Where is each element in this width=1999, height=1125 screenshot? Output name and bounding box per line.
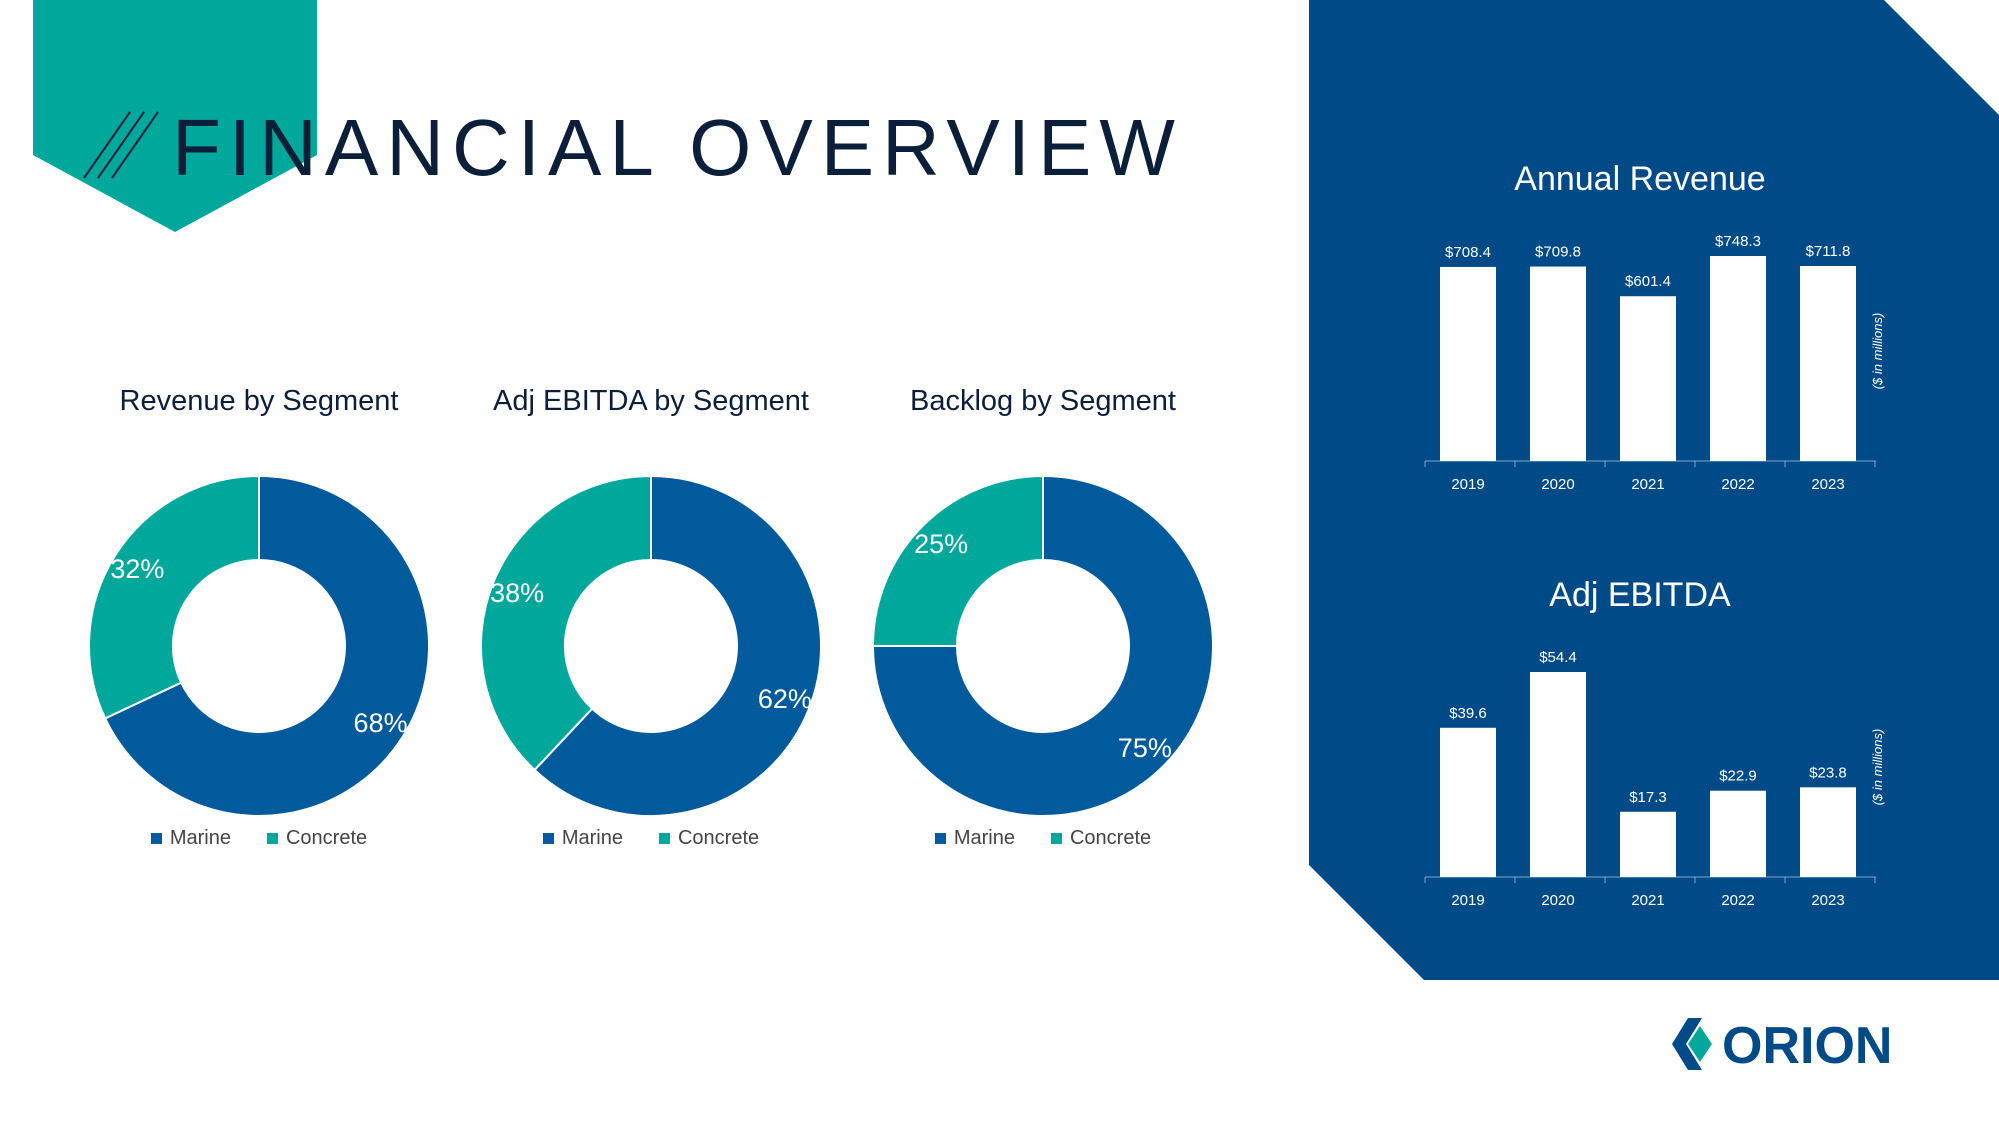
legend-item-marine: Marine [542, 827, 623, 850]
x-tick-label: 2023 [1811, 892, 1844, 909]
legend-swatch-concrete [1050, 833, 1062, 844]
legend-label: Concrete [677, 827, 760, 849]
donut-slice-marine [533, 474, 822, 817]
legend-label: Marine [561, 827, 623, 849]
legend-item-marine: Marine [150, 827, 231, 850]
donut-data-label: 75% [1118, 733, 1172, 763]
bar-2019 [1440, 727, 1496, 877]
donut-card-revenue: Revenue by Segment 68% 32% Marine Concret… [59, 385, 459, 855]
x-tick-label: 2019 [1451, 892, 1484, 909]
bar-2022 [1710, 790, 1766, 877]
legend: Marine Concrete [843, 827, 1243, 850]
bar-chart-annual-revenue: $708.4 2019 $709.8 2020 $601.4 2021 $748.3 2022… [1424, 233, 1885, 493]
legend-label: Marine [169, 827, 231, 849]
bar-2021 [1620, 811, 1676, 877]
bar-chart-title-annual-revenue: Annual Revenue [1514, 160, 1766, 198]
legend-swatch-marine [542, 833, 554, 844]
x-tick-label: 2023 [1811, 476, 1844, 493]
x-tick-label: 2022 [1721, 892, 1754, 909]
donut-chart-backlog: 75% 25% [871, 474, 1214, 817]
legend-swatch-marine [150, 833, 162, 844]
y-axis-label: ($ in millions) [1870, 313, 1885, 390]
bar-data-label: $601.4 [1625, 273, 1671, 290]
legend-label: Concrete [285, 827, 368, 849]
x-tick-label: 2021 [1631, 892, 1664, 909]
donut-data-label: 32% [110, 554, 164, 584]
bar-2019 [1440, 266, 1496, 461]
donut-title: Adj EBITDA by Segment [493, 385, 809, 417]
bar-data-label: $709.8 [1535, 244, 1581, 261]
donut-card-adj-ebitda: Adj EBITDA by Segment 62% 38% Marine Conc… [451, 385, 851, 855]
page-title: FINANCIAL OVERVIEW [172, 103, 1183, 192]
bar-data-label: $708.4 [1445, 244, 1491, 261]
header-banner-shape [33, 0, 317, 232]
legend-item-concrete: Concrete [266, 827, 368, 850]
bar-2022 [1710, 256, 1766, 461]
bar-data-label: $17.3 [1629, 789, 1667, 806]
legend: Marine Concrete [59, 827, 459, 850]
bar-data-label: $748.3 [1715, 233, 1761, 250]
bar-data-label: $39.6 [1449, 705, 1487, 722]
x-tick-label: 2020 [1541, 476, 1574, 493]
bar-2020 [1530, 672, 1586, 877]
donut-slice-concrete [871, 474, 1044, 647]
donut-slice-concrete [480, 474, 652, 772]
bar-2020 [1530, 266, 1586, 461]
legend: Marine Concrete [451, 827, 851, 850]
bar-data-label: $22.9 [1719, 768, 1757, 785]
bar-2021 [1620, 296, 1676, 461]
donut-card-backlog: Backlog by Segment 75% 25% Marine Concret… [843, 385, 1243, 855]
donut-chart-revenue: 68% 32% [88, 474, 430, 817]
legend-item-concrete: Concrete [658, 827, 760, 850]
bar-chart-title-adj-ebitda: Adj EBITDA [1549, 576, 1731, 614]
donut-title: Backlog by Segment [910, 385, 1176, 417]
bar-data-label: $23.8 [1809, 764, 1847, 781]
donut-data-label: 38% [490, 578, 544, 608]
donut-slice-marine [871, 474, 1214, 817]
x-tick-label: 2019 [1451, 476, 1484, 493]
bar-data-label: $711.8 [1806, 243, 1851, 260]
legend-item-concrete: Concrete [1050, 827, 1152, 850]
x-tick-label: 2021 [1631, 476, 1664, 493]
x-tick-label: 2020 [1541, 892, 1574, 909]
legend-label: Marine [953, 827, 1015, 849]
legend-swatch-concrete [658, 833, 670, 844]
y-axis-label: ($ in millions) [1870, 729, 1885, 806]
donut-slice-marine [103, 474, 430, 817]
legend-label: Concrete [1069, 827, 1152, 849]
legend-swatch-concrete [266, 833, 278, 844]
donut-data-label: 25% [914, 529, 968, 559]
logo-wordmark: ORION [1722, 1017, 1892, 1074]
bar-2023 [1800, 787, 1856, 877]
bar-2023 [1800, 265, 1856, 461]
donut-chart-adj-ebitda: 62% 38% [480, 474, 822, 817]
donut-data-label: 68% [354, 708, 408, 738]
donut-title: Revenue by Segment [119, 385, 399, 417]
legend-item-marine: Marine [934, 827, 1015, 850]
legend-swatch-marine [934, 833, 946, 844]
donut-data-label: 62% [758, 684, 812, 714]
bar-data-label: $54.4 [1539, 649, 1577, 666]
bar-chart-adj-ebitda: $39.6 2019 $54.4 2020 $17.3 2021 $22.9 2022 $23.… [1424, 649, 1885, 909]
orion-logo: ORION [1672, 1017, 1892, 1074]
x-tick-label: 2022 [1721, 476, 1754, 493]
donut-slice-concrete [88, 474, 260, 720]
